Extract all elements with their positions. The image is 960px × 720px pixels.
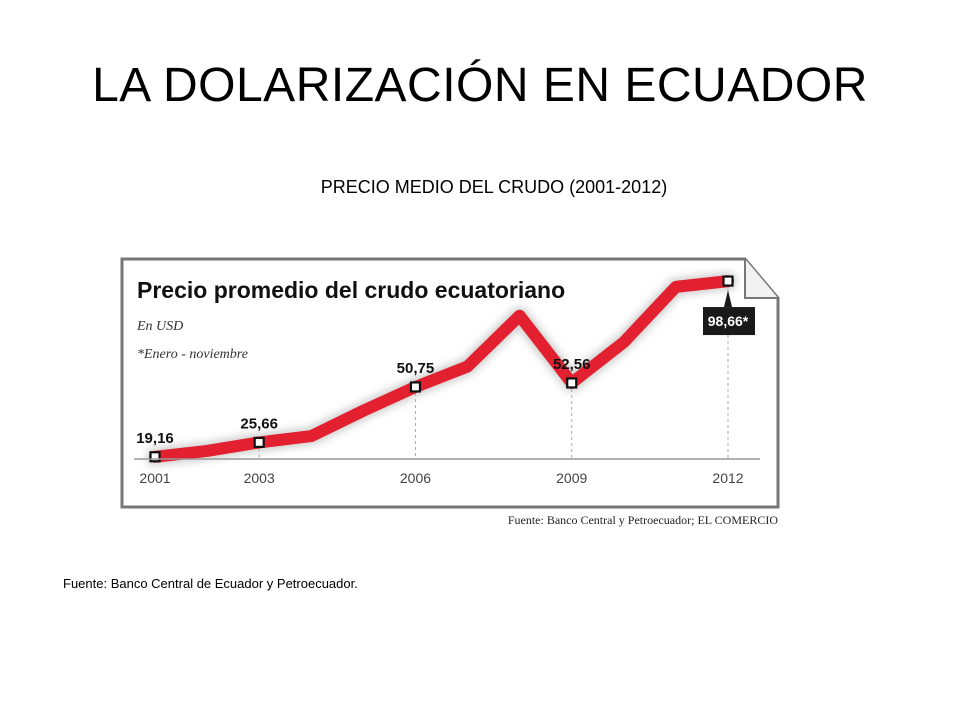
chart-footnote: *Enero - noviembre xyxy=(137,347,248,362)
data-label: 98,66* xyxy=(708,313,749,329)
chart-title: Precio promedio del crudo ecuatoriano xyxy=(137,277,565,303)
data-point xyxy=(253,436,265,448)
data-label: 19,16 xyxy=(136,430,174,447)
x-tick-label: 2012 xyxy=(712,470,743,486)
x-tick-label: 2009 xyxy=(556,470,587,486)
data-label: 52,56 xyxy=(553,356,591,373)
highlight-label-pointer xyxy=(724,290,732,308)
data-point xyxy=(409,381,422,393)
data-label: 25,66 xyxy=(240,415,278,432)
slide-title: LA DOLARIZACIÓN EN ECUADOR xyxy=(92,59,868,112)
data-point xyxy=(566,377,578,389)
series-line xyxy=(149,275,734,463)
point-markers xyxy=(149,275,734,463)
x-axis: 2001 2003 2006 2009 2012 xyxy=(134,458,760,486)
highlight-label-box xyxy=(703,307,755,336)
slide-source: Fuente: Banco Central de Ecuador y Petro… xyxy=(63,576,358,591)
chart-unit-note: En USD xyxy=(136,319,183,334)
data-point xyxy=(149,451,161,463)
data-labels: 19,16 25,66 50,75 52,56 98,66* xyxy=(136,290,755,447)
slide-subtitle: PRECIO MEDIO DEL CRUDO (2001-2012) xyxy=(320,177,668,197)
data-label: 50,75 xyxy=(397,360,435,377)
series-layer xyxy=(146,272,737,466)
x-tick-label: 2003 xyxy=(244,470,275,486)
chart-source: Fuente: Banco Central y Petroecuador; EL… xyxy=(508,513,778,527)
chart-frame-fold xyxy=(744,259,778,299)
data-point xyxy=(722,275,734,287)
x-tick-label: 2006 xyxy=(400,470,431,486)
x-tick-label: 2001 xyxy=(139,470,170,486)
